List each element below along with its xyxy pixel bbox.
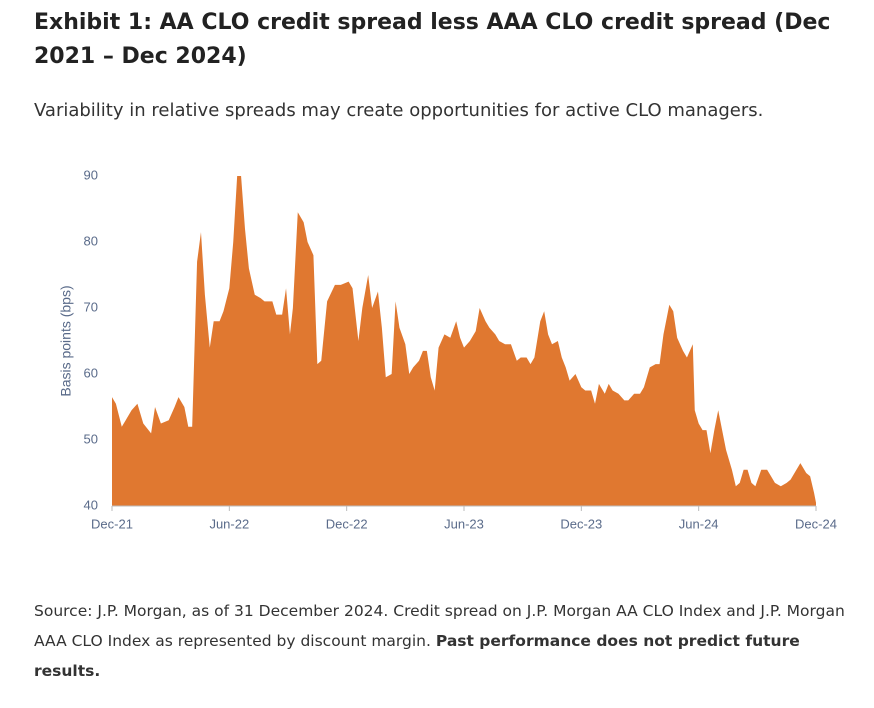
y-tick-label: 50 (84, 431, 98, 446)
subtitle: Variability in relative spreads may crea… (34, 100, 764, 121)
x-tick-label: Dec-22 (326, 516, 368, 531)
footer-text: Source: J.P. Morgan, as of 31 December 2… (34, 602, 845, 650)
x-tick-label: Dec-21 (91, 516, 133, 531)
x-tick-label: Jun-22 (209, 516, 249, 531)
y-tick-label: 70 (84, 299, 98, 314)
chart: Basis points (bps) 40 50 60 70 80 90 Dec-21 Jun… (58, 167, 837, 531)
x-tick-label: Dec-23 (560, 516, 602, 531)
y-tick-label: 90 (84, 167, 98, 182)
y-tick-label: 80 (84, 233, 98, 248)
y-tick-label: 60 (84, 365, 98, 380)
title: Exhibit 1: AA CLO credit spread less AAA… (34, 10, 831, 69)
y-tick-label: 40 (84, 497, 98, 512)
x-tick-label: Jun-23 (444, 516, 484, 531)
footer-bold: Past performance does not predict future… (34, 632, 800, 680)
footer: Source: J.P. Morgan, as of 31 December 2… (34, 596, 864, 686)
area (112, 176, 816, 506)
x-tick-label: Jun-24 (679, 516, 719, 531)
y-axis-title: Basis points (bps) (58, 285, 74, 396)
x-tick-label: Dec-24 (795, 516, 837, 531)
